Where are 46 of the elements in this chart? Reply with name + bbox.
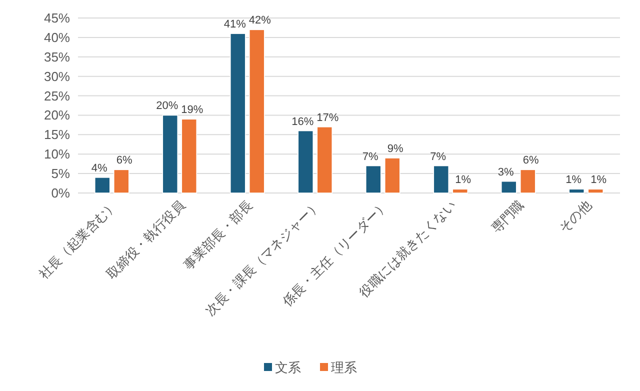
bar [316, 126, 333, 194]
bar [162, 114, 178, 194]
y-tick-label: 15% [44, 127, 70, 142]
bar [248, 29, 265, 194]
y-tick-label: 5% [51, 166, 70, 182]
y-tick-label: 25% [44, 88, 70, 104]
bar [230, 33, 246, 194]
x-tick-label: その他 [556, 198, 594, 236]
y-tick-label: 30% [44, 68, 70, 84]
data-label: 4% [91, 162, 108, 174]
data-label: 19% [181, 104, 204, 116]
data-label: 3% [498, 166, 514, 178]
data-label: 41% [224, 18, 246, 31]
y-tick-label: 35% [44, 49, 70, 64]
data-label: 20% [156, 100, 178, 112]
data-label: 17% [316, 112, 339, 124]
data-label: 42% [248, 14, 272, 27]
data-label: 16% [292, 116, 314, 128]
bar [452, 188, 468, 194]
data-label: 6% [522, 154, 540, 167]
bar [500, 180, 517, 194]
data-label: 1% [590, 174, 607, 186]
data-label: 6% [116, 154, 133, 167]
data-label: 7% [362, 150, 379, 163]
data-label: 1% [566, 174, 582, 186]
bar [568, 188, 585, 194]
y-tick-label: 20% [44, 108, 70, 123]
bar [113, 169, 130, 194]
bar [365, 165, 382, 194]
bar [588, 188, 604, 194]
data-label: 7% [430, 150, 446, 163]
bar [298, 130, 314, 194]
x-tick-label: 専門職 [488, 198, 526, 236]
bar [94, 177, 110, 194]
bar [433, 165, 450, 194]
bar [181, 118, 198, 194]
data-label: 9% [387, 143, 404, 155]
data-label: 1% [455, 174, 472, 186]
y-tick-label: 0% [51, 186, 70, 200]
bar [384, 158, 400, 194]
y-tick-label: 45% [44, 10, 70, 26]
y-tick-label: 10% [44, 146, 70, 162]
bar [520, 169, 536, 194]
legend-label: 文系 [275, 360, 301, 375]
y-tick-label: 40% [44, 30, 70, 45]
legend-label: 理系 [331, 360, 357, 375]
